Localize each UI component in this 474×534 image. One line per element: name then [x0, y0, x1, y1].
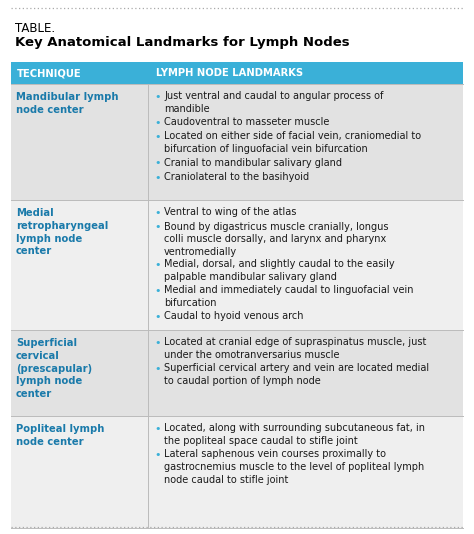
- Text: Craniolateral to the basihyoid: Craniolateral to the basihyoid: [164, 172, 309, 182]
- Text: •: •: [154, 132, 161, 143]
- Text: •: •: [154, 208, 161, 218]
- Text: •: •: [154, 312, 161, 322]
- Text: •: •: [154, 223, 161, 232]
- Text: Popliteal lymph
node center: Popliteal lymph node center: [16, 424, 104, 447]
- Text: Located on either side of facial vein, craniomedial to
bifurcation of linguofaci: Located on either side of facial vein, c…: [164, 131, 421, 154]
- Text: •: •: [154, 260, 161, 270]
- Text: Bound by digastricus muscle cranially, longus
colli muscle dorsally, and larynx : Bound by digastricus muscle cranially, l…: [164, 222, 389, 257]
- Text: •: •: [154, 424, 161, 434]
- Text: Key Anatomical Landmarks for Lymph Nodes: Key Anatomical Landmarks for Lymph Nodes: [15, 36, 350, 49]
- Text: Cranial to mandibular salivary gland: Cranial to mandibular salivary gland: [164, 158, 342, 168]
- Bar: [11, 200, 463, 330]
- Text: Just ventral and caudal to angular process of
mandible: Just ventral and caudal to angular proce…: [164, 91, 383, 114]
- Text: Located at cranial edge of supraspinatus muscle, just
under the omotranversarius: Located at cranial edge of supraspinatus…: [164, 337, 427, 360]
- Bar: [11, 62, 463, 84]
- Text: •: •: [154, 364, 161, 374]
- Text: Ventral to wing of the atlas: Ventral to wing of the atlas: [164, 207, 296, 217]
- Text: Medial, dorsal, and slightly caudal to the easily
palpable mandibular salivary g: Medial, dorsal, and slightly caudal to t…: [164, 259, 395, 282]
- Text: TECHNIQUE: TECHNIQUE: [17, 68, 82, 78]
- Text: •: •: [154, 118, 161, 128]
- Text: LYMPH NODE LANDMARKS: LYMPH NODE LANDMARKS: [156, 68, 303, 78]
- Text: Medial and immediately caudal to linguofacial vein
bifurcation: Medial and immediately caudal to linguof…: [164, 285, 413, 308]
- Text: •: •: [154, 286, 161, 296]
- Text: Mandibular lymph
node center: Mandibular lymph node center: [16, 92, 118, 115]
- Text: •: •: [154, 159, 161, 169]
- Text: Located, along with surrounding subcutaneous fat, in
the popliteal space caudal : Located, along with surrounding subcutan…: [164, 423, 425, 446]
- Text: Caudoventral to masseter muscle: Caudoventral to masseter muscle: [164, 117, 329, 127]
- Bar: [11, 330, 463, 416]
- Text: Caudal to hyoid venous arch: Caudal to hyoid venous arch: [164, 311, 303, 321]
- Text: Superficial
cervical
(prescapular)
lymph node
center: Superficial cervical (prescapular) lymph…: [16, 338, 92, 399]
- Bar: [11, 84, 463, 200]
- Text: Lateral saphenous vein courses proximally to
gastrocnemius muscle to the level o: Lateral saphenous vein courses proximall…: [164, 449, 424, 484]
- Text: Medial
retropharyngeal
lymph node
center: Medial retropharyngeal lymph node center: [16, 208, 108, 256]
- Text: •: •: [154, 450, 161, 460]
- Bar: [11, 416, 463, 528]
- Text: Superficial cervical artery and vein are located medial
to caudal portion of lym: Superficial cervical artery and vein are…: [164, 363, 429, 386]
- Text: •: •: [154, 338, 161, 348]
- Text: •: •: [154, 173, 161, 183]
- Text: •: •: [154, 92, 161, 102]
- Text: TABLE.: TABLE.: [15, 22, 55, 35]
